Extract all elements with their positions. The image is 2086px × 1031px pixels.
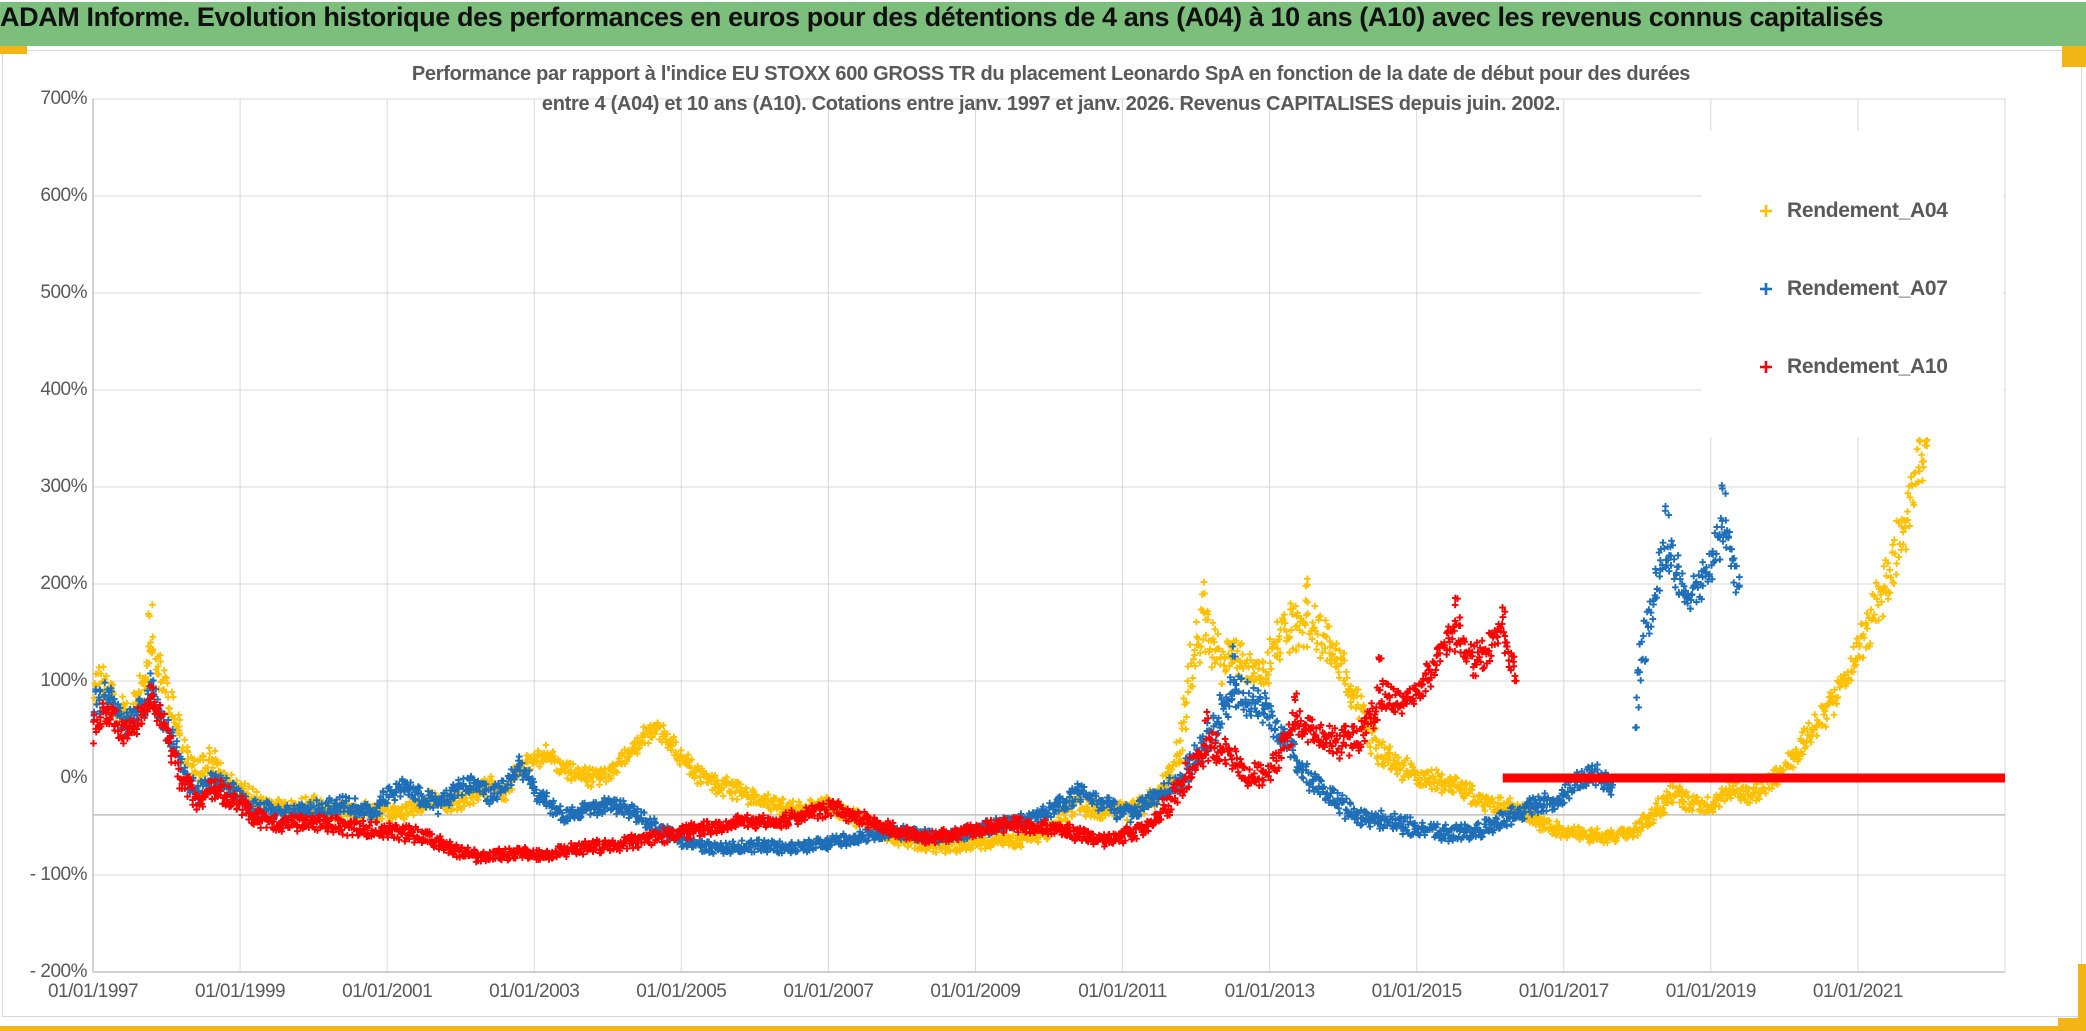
x-axis-tick-label: 01/01/2003 <box>489 981 580 1002</box>
x-axis-tick-label: 01/01/2021 <box>1812 981 1904 1002</box>
x-axis-tick-label: 01/01/2009 <box>930 981 1021 1002</box>
legend-label: Rendement_A04 <box>1787 199 1948 222</box>
y-axis-tick-label: 300% <box>40 476 87 497</box>
x-axis-tick-label: 01/01/1999 <box>195 981 286 1002</box>
chart-title-line2: entre 4 (A04) et 10 ans (A10). Cotations… <box>541 93 1561 115</box>
chart-area[interactable]: Performance par rapport à l'indice EU ST… <box>2 50 2082 1017</box>
x-axis-tick-label: 01/01/2005 <box>636 981 727 1002</box>
plus-marker-icon <box>1760 283 1772 295</box>
legend-label: Rendement_A07 <box>1787 277 1948 300</box>
y-axis-tick-label: - 200% <box>29 961 88 982</box>
x-axis-tick-label: 01/01/1997 <box>47 981 139 1002</box>
y-axis-tick-label: - 100% <box>29 864 88 885</box>
x-axis-tick-label: 01/01/2007 <box>783 981 874 1002</box>
y-axis-tick-label: 400% <box>40 379 87 400</box>
y-axis-tick-label: 500% <box>40 282 87 303</box>
page-title: ADAM Informe. Evolution historique des p… <box>0 2 1884 32</box>
legend-item-rendement-a10[interactable]: Rendement_A10 <box>1701 349 2003 385</box>
y-axis-tick-label: 200% <box>40 573 87 594</box>
series-Rendement_A04 <box>90 415 1931 857</box>
gold-accent-left <box>0 46 27 54</box>
y-axis-tick-label: 600% <box>40 185 87 206</box>
x-axis-tick-label: 01/01/2015 <box>1371 981 1463 1002</box>
gold-accent-top-right <box>2062 46 2086 67</box>
series-Rendement_A10 <box>90 594 1520 866</box>
x-axis-tick-label: 01/01/2011 <box>1078 981 1167 1002</box>
plus-marker-icon <box>1760 205 1772 217</box>
gold-accent-right <box>2078 964 2086 1031</box>
x-axis-tick-label: 01/01/2019 <box>1665 981 1757 1002</box>
legend-item-rendement-a04[interactable]: Rendement_A04 <box>1701 193 2003 229</box>
chart-title-line1: Performance par rapport à l'indice EU ST… <box>411 63 1691 85</box>
gold-accent-bottom-right <box>2058 1018 2086 1031</box>
chart-title: Performance par rapport à l'indice EU ST… <box>201 59 1901 119</box>
y-axis-tick-label: 0% <box>60 767 88 788</box>
y-axis-tick-label: 700% <box>40 88 87 109</box>
legend-label: Rendement_A10 <box>1787 355 1948 378</box>
x-axis-tick-label: 01/01/2017 <box>1518 981 1610 1002</box>
x-axis-tick-label: 01/01/2013 <box>1224 981 1316 1002</box>
gold-accent-bottom <box>0 1026 2086 1031</box>
x-axis-tick-label: 01/01/2001 <box>342 981 433 1002</box>
legend: Rendement_A04 Rendement_A07 Rendement_A1… <box>1701 131 2003 437</box>
y-axis-tick-label: 100% <box>40 670 87 691</box>
legend-item-rendement-a07[interactable]: Rendement_A07 <box>1701 271 2003 307</box>
header-bar: ADAM Informe. Evolution historique des p… <box>0 2 2086 46</box>
plus-marker-icon <box>1760 361 1772 373</box>
